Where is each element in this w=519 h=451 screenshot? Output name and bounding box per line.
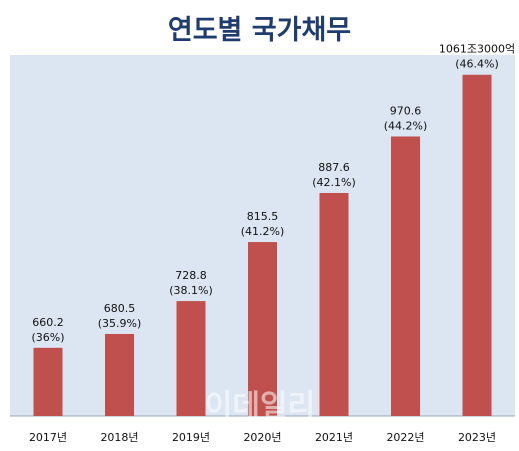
- value-label: 1061조3000억: [439, 43, 515, 56]
- x-tick-label: 2017년: [29, 431, 67, 444]
- ratio-label: (41.2%): [241, 225, 285, 238]
- ratio-label: (42.1%): [312, 176, 356, 189]
- ratio-label: (46.4%): [455, 58, 499, 71]
- x-tick-label: 2022년: [386, 431, 424, 444]
- ratio-label: (38.1%): [169, 284, 213, 297]
- value-label: 728.8: [175, 269, 207, 282]
- x-tick-label: 2018년: [100, 431, 138, 444]
- ratio-label: (36%): [31, 331, 64, 344]
- bar-2020년: [248, 242, 277, 416]
- value-label: 970.6: [390, 104, 422, 117]
- x-tick-labels-group: 2017년 2018년 2019년 2020년 2021년 2022년 2023년: [29, 431, 496, 444]
- bar-2017년: [33, 347, 63, 416]
- watermark: 이데일리: [205, 389, 315, 424]
- x-tick-label: 2020년: [243, 431, 281, 444]
- value-label: 887.6: [318, 161, 350, 174]
- bar-2023년: [462, 74, 492, 417]
- chart-title: 연도별 국가채무: [167, 15, 352, 46]
- ratio-label: (35.9%): [98, 317, 142, 330]
- value-label: 815.5: [247, 210, 279, 223]
- bar-2019년: [176, 301, 206, 416]
- x-tick-label: 2021년: [315, 431, 353, 444]
- bars-group: [33, 74, 492, 417]
- bar-2022년: [391, 136, 420, 417]
- x-tick-label: 2023년: [458, 431, 496, 444]
- bar-2021년: [319, 192, 349, 416]
- ratio-label: (44.2%): [384, 119, 428, 132]
- value-label: 660.2: [32, 316, 64, 329]
- value-labels-group: 660.2 (36%) 680.5 (35.9%) 728.8 (38.1%) 815.5 (…: [31, 43, 515, 344]
- bar-2018년: [105, 333, 134, 416]
- value-label: 680.5: [104, 302, 136, 315]
- x-tick-label: 2019년: [172, 431, 210, 444]
